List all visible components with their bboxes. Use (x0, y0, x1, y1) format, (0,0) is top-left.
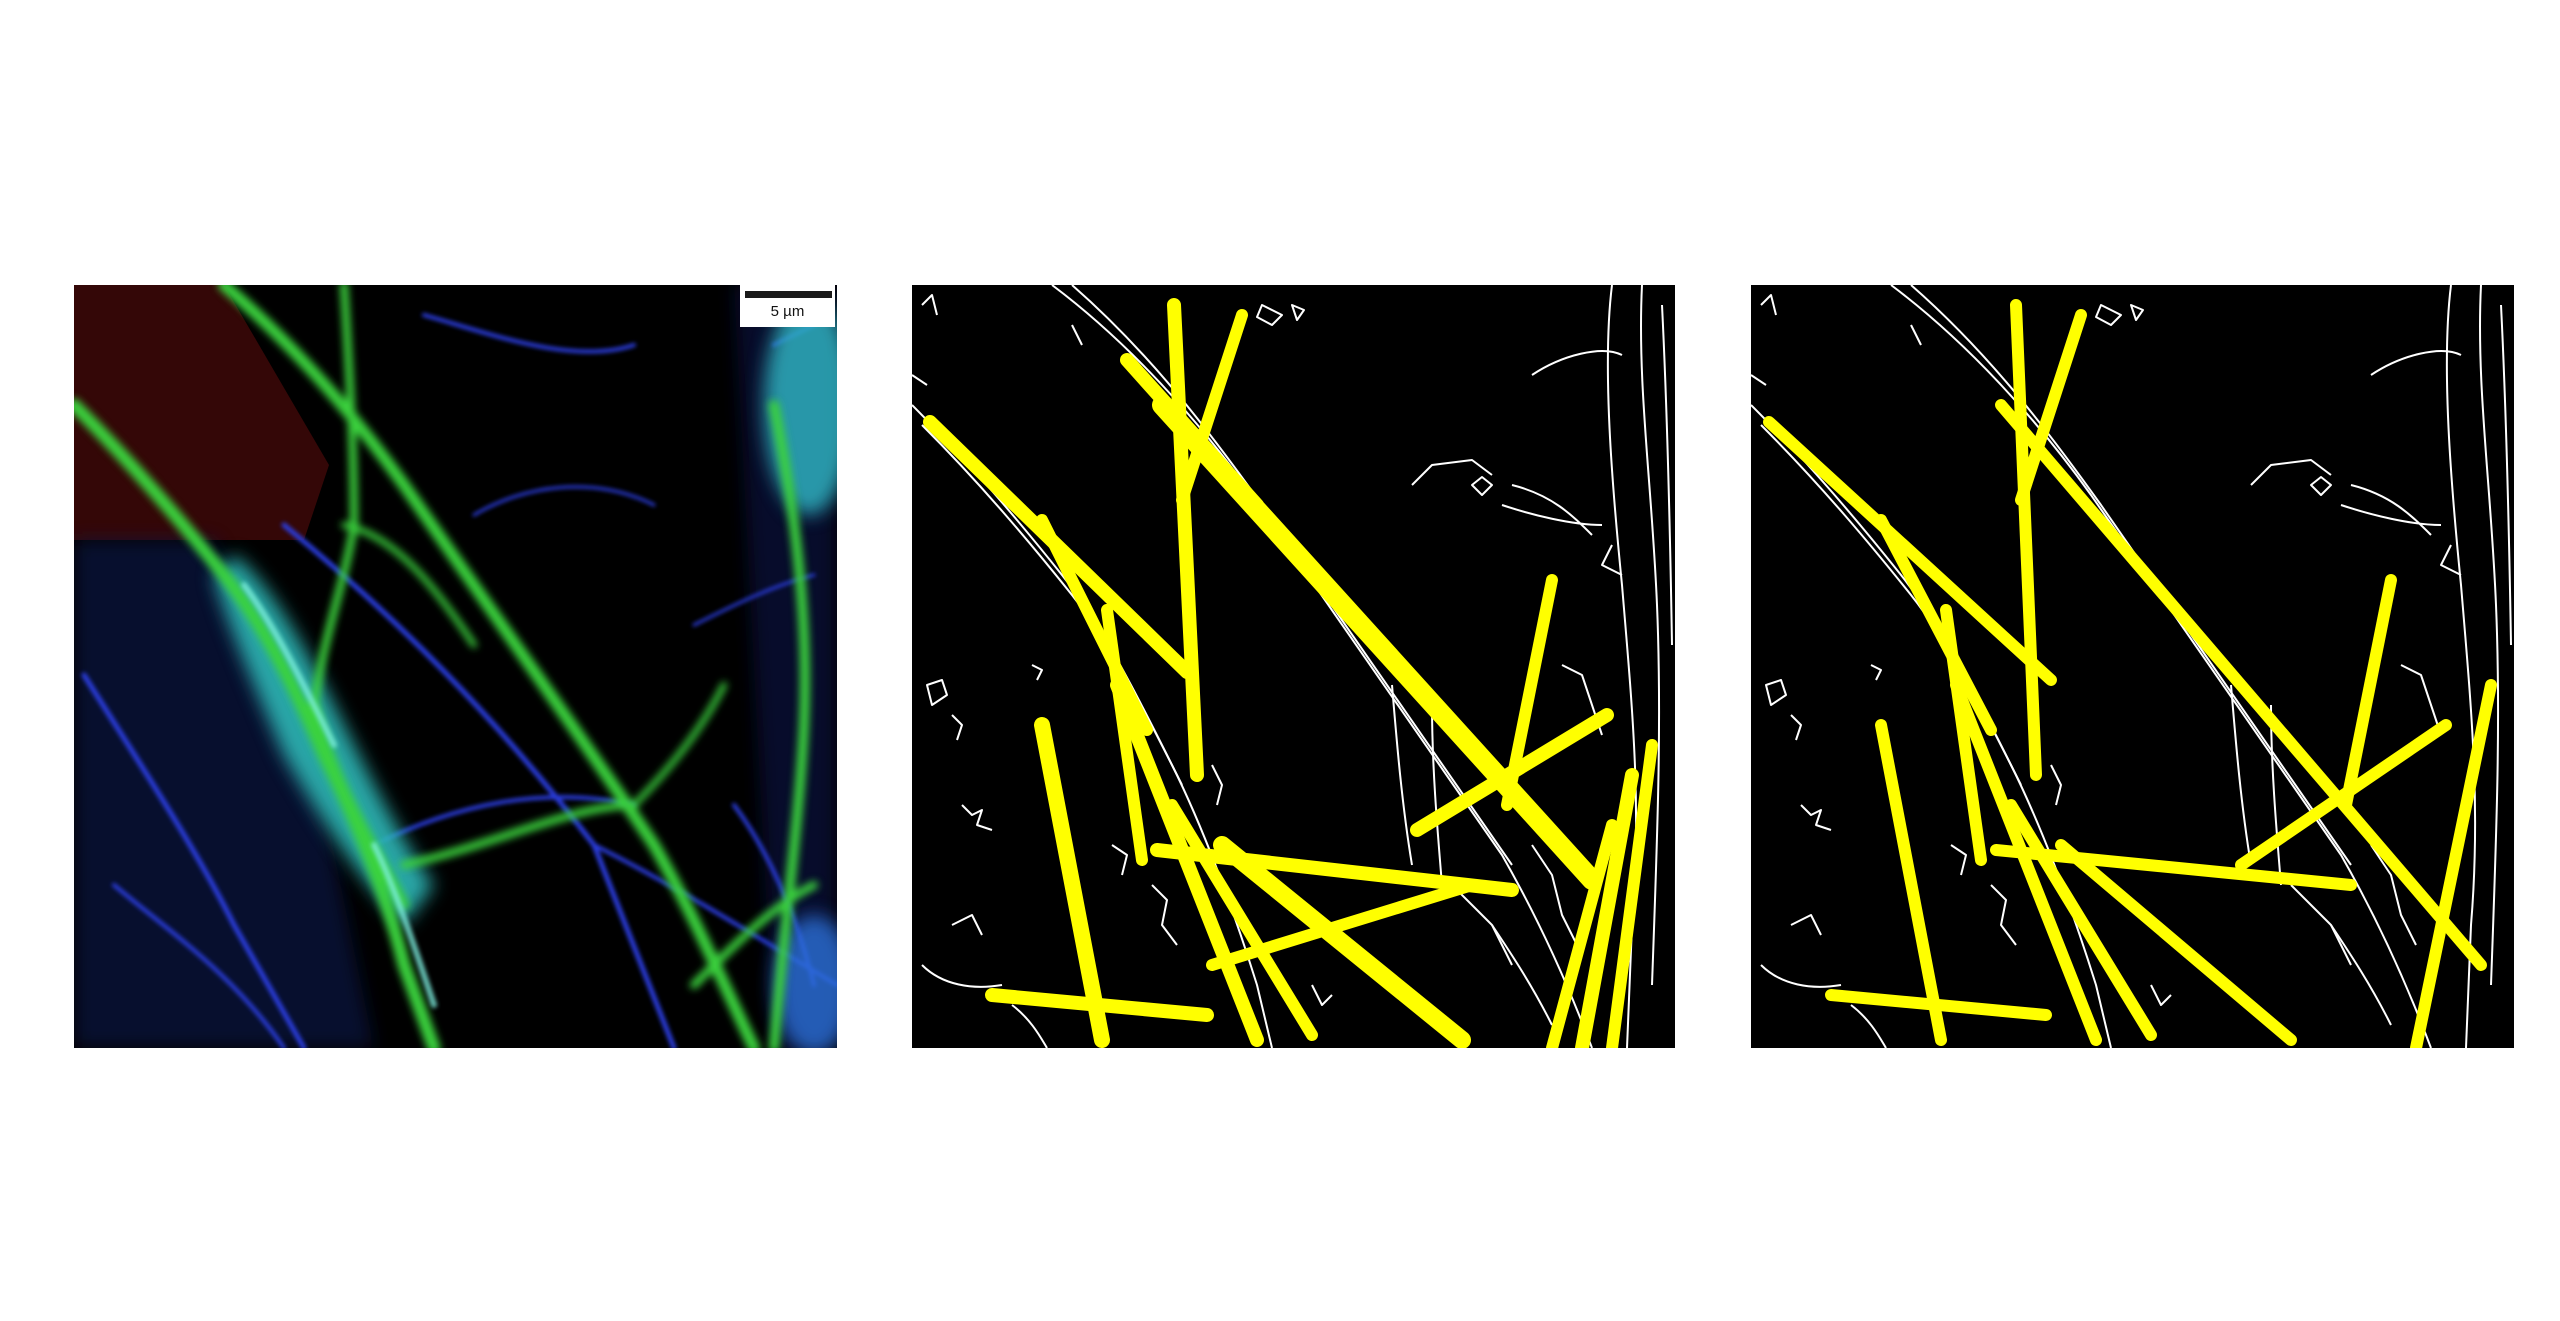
edge-map-panel-left (912, 285, 1675, 1048)
detected-lines (923, 298, 1658, 1048)
edge-map-image (912, 285, 1675, 1048)
detected-lines-refined (1763, 299, 2497, 1048)
micrograph-image (74, 285, 837, 1048)
white-edges-refined (1751, 285, 2512, 1048)
scale-bar: 5 µm (740, 285, 835, 327)
scale-bar-label: 5 µm (770, 303, 805, 320)
edge-map-panel-right (1751, 285, 2514, 1048)
micrograph-panel: 5 µm (74, 285, 837, 1048)
scale-bar-line (745, 291, 832, 298)
edge-map-image-refined (1751, 285, 2514, 1048)
